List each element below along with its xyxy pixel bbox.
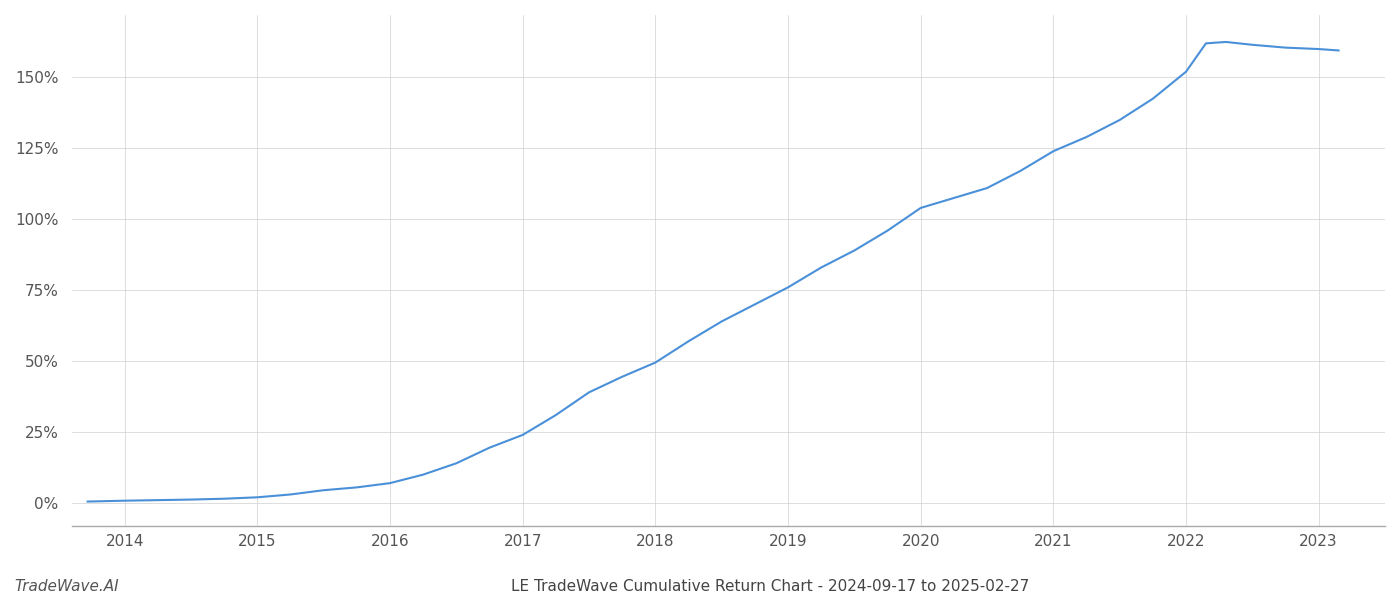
Text: TradeWave.AI: TradeWave.AI (14, 579, 119, 594)
Text: LE TradeWave Cumulative Return Chart - 2024-09-17 to 2025-02-27: LE TradeWave Cumulative Return Chart - 2… (511, 579, 1029, 594)
